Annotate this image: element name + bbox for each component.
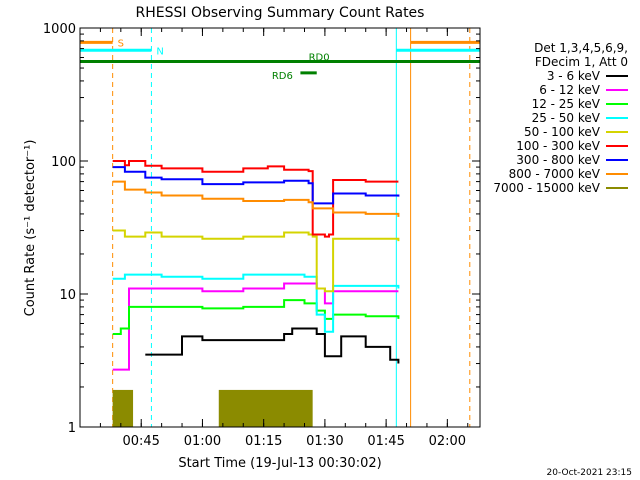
series-12-25-kev: [112, 299, 400, 335]
legend-label: 6 - 12 keV: [539, 83, 601, 97]
footer-timestamp: 20-Oct-2021 23:15: [547, 468, 632, 478]
series-6-12-kev: [112, 282, 399, 371]
series-7000-15000-kev: [112, 389, 134, 427]
series-3-6-kev: [145, 327, 400, 364]
series-25-50-kev: [112, 273, 400, 333]
series-100-300-kev: [112, 160, 399, 238]
y-tick-label: 1: [68, 421, 76, 436]
x-tick-label: 01:15: [245, 434, 282, 449]
segment-label-s: S: [118, 38, 124, 49]
legend-label: 300 - 800 keV: [516, 153, 600, 167]
segment-label-n: N: [156, 46, 163, 57]
legend-header-line-2: FDecim 1, Att 0: [535, 55, 628, 69]
series-50-100-kev: [112, 229, 400, 293]
legend-header-line-1: Det 1,3,4,5,6,9,: [534, 41, 628, 55]
legend-label: 800 - 7000 keV: [509, 167, 601, 181]
y-axis: 1 10 100 1000: [43, 22, 480, 436]
series-300-800-kev: [112, 166, 400, 205]
legend-label: 50 - 100 keV: [524, 125, 601, 139]
x-tick-label: 01:30: [306, 434, 343, 449]
legend: Det 1,3,4,5,6,9, FDecim 1, Att 0 3 - 6 k…: [493, 41, 628, 195]
x-tick-label: 02:00: [429, 434, 466, 449]
plot-area: S N RD0 RD6: [79, 28, 480, 427]
series-7000-15000-kev-burst: [218, 389, 313, 427]
x-axis: 00:45 01:00 01:15 01:30 01:45 02:00: [79, 28, 469, 449]
x-tick-label: 00:45: [122, 434, 159, 449]
y-tick-label: 1000: [43, 22, 76, 37]
segment-label-rd6: RD6: [272, 71, 293, 82]
x-tick-label: 01:45: [367, 434, 404, 449]
segment-label-rd0: RD0: [309, 52, 330, 63]
x-tick-label: 01:00: [184, 434, 221, 449]
y-tick-label: 10: [59, 288, 76, 303]
plot-frame: [79, 27, 481, 428]
y-axis-label: Count Rate (s⁻¹ detector⁻¹): [23, 140, 38, 317]
legend-label: 7000 - 15000 keV: [493, 181, 600, 195]
legend-label: 25 - 50 keV: [532, 111, 601, 125]
y-tick-label: 100: [51, 155, 76, 170]
x-axis-label: Start Time (19-Jul-13 00:30:02): [178, 456, 381, 471]
legend-label: 100 - 300 keV: [516, 139, 600, 153]
legend-label: 12 - 25 keV: [532, 97, 601, 111]
series-800-7000-kev: [112, 180, 400, 217]
legend-label: 3 - 6 keV: [547, 69, 601, 83]
chart-title: RHESSI Observing Summary Count Rates: [136, 5, 425, 21]
